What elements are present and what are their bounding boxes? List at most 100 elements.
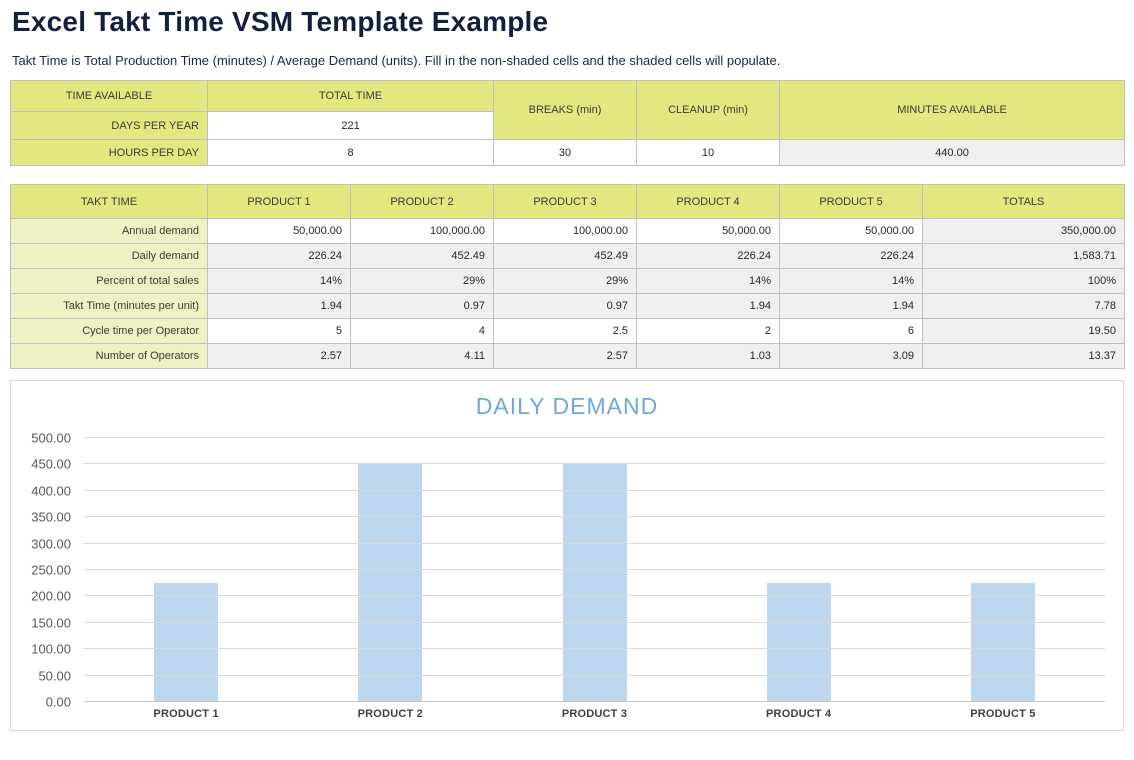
takt-time-product-4: 1.94 — [636, 293, 780, 319]
bar-slot — [288, 438, 492, 702]
header-takt-time: TAKT TIME — [10, 184, 208, 219]
header-product-4: PRODUCT 4 — [636, 184, 780, 219]
annual-demand-product-2[interactable]: 100,000.00 — [350, 218, 494, 244]
y-tick-label: 250.00 — [31, 562, 71, 578]
gridline — [84, 542, 1105, 544]
row-label-number-of-operators: Number of Operators — [10, 343, 208, 369]
header-totals: TOTALS — [922, 184, 1125, 219]
percent-sales-total: 100% — [922, 268, 1125, 294]
page-subtitle: Takt Time is Total Production Time (minu… — [12, 53, 781, 68]
annual-demand-product-3[interactable]: 100,000.00 — [493, 218, 637, 244]
percent-sales-product-4: 14% — [636, 268, 780, 294]
gridline — [84, 648, 1105, 650]
x-category-label: PRODUCT 2 — [357, 708, 423, 720]
label-days-per-year: DAYS PER YEAR — [10, 111, 208, 140]
operators-product-4: 1.03 — [636, 343, 780, 369]
daily-demand-product-1: 226.24 — [207, 243, 351, 269]
annual-demand-product-5[interactable]: 50,000.00 — [779, 218, 923, 244]
bar-product-2[interactable] — [358, 463, 423, 702]
takt-time-product-1: 1.94 — [207, 293, 351, 319]
cycle-time-product-3[interactable]: 2.5 — [493, 318, 637, 344]
y-tick-label: 300.00 — [31, 536, 71, 552]
table-row: Takt Time (minutes per unit) 1.94 0.97 0… — [10, 293, 1125, 319]
bar-slot — [492, 438, 696, 702]
annual-demand-total: 350,000.00 — [922, 218, 1125, 244]
y-tick-label: 100.00 — [31, 641, 71, 657]
bar-product-3[interactable] — [562, 463, 627, 702]
y-tick-label: 450.00 — [31, 456, 71, 472]
header-product-3: PRODUCT 3 — [493, 184, 637, 219]
bar-product-4[interactable] — [766, 582, 831, 702]
x-category-label: PRODUCT 1 — [153, 708, 219, 720]
gridline — [84, 595, 1105, 597]
page: Excel Takt Time VSM Template Example Tak… — [0, 6, 1134, 731]
daily-demand-total: 1,583.71 — [922, 243, 1125, 269]
table-row: Cycle time per Operator 5 4 2.5 2 6 19.5… — [10, 318, 1125, 344]
percent-sales-product-1: 14% — [207, 268, 351, 294]
table-row: Percent of total sales 14% 29% 29% 14% 1… — [10, 268, 1125, 294]
header-cleanup: CLEANUP (min) — [636, 80, 781, 140]
chart-bars — [84, 438, 1105, 702]
annual-demand-product-1[interactable]: 50,000.00 — [207, 218, 351, 244]
x-category-label: PRODUCT 3 — [561, 708, 628, 720]
page-title: Excel Takt Time VSM Template Example — [12, 6, 549, 37]
cycle-time-product-5[interactable]: 6 — [779, 318, 923, 344]
gridline — [84, 437, 1105, 438]
y-tick-label: 200.00 — [31, 588, 71, 604]
chart-x-axis: PRODUCT 1 PRODUCT 2 PRODUCT 3 PRODUCT 4 PROD… — [84, 708, 1105, 720]
gridline — [84, 621, 1105, 623]
daily-demand-product-3: 452.49 — [493, 243, 637, 269]
days-per-year-value[interactable]: 221 — [206, 111, 495, 140]
percent-sales-product-5: 14% — [779, 268, 923, 294]
daily-demand-product-5: 226.24 — [779, 243, 923, 269]
header-time-available: TIME AVAILABLE — [10, 80, 208, 112]
y-tick-label: 500.00 — [31, 430, 71, 446]
chart-y-axis: 0.00 50.00 100.00 150.00 200.00 250.00 300.00 3… — [11, 431, 71, 710]
minutes-available-value: 440.00 — [779, 139, 1126, 166]
y-tick-label: 50.00 — [38, 668, 71, 684]
takt-time-product-3: 0.97 — [493, 293, 637, 319]
header-product-2: PRODUCT 2 — [350, 184, 494, 219]
time-available-table: TIME AVAILABLE TOTAL TIME BREAKS (min) C… — [10, 80, 1126, 166]
bar-product-5[interactable] — [970, 582, 1035, 702]
row-label-percent-of-total-sales: Percent of total sales — [10, 268, 208, 294]
header-total-time: TOTAL TIME — [206, 80, 495, 112]
takt-time-table: TAKT TIME PRODUCT 1 PRODUCT 2 PRODUCT 3 … — [10, 184, 1125, 369]
cycle-time-product-1[interactable]: 5 — [207, 318, 351, 344]
cycle-time-total: 19.50 — [922, 318, 1125, 344]
header-breaks: BREAKS (min) — [493, 80, 638, 140]
header-product-1: PRODUCT 1 — [207, 184, 351, 219]
y-tick-label: 0.00 — [45, 694, 71, 710]
chart-plot — [84, 437, 1105, 702]
header-product-5: PRODUCT 5 — [779, 184, 923, 219]
takt-time-product-2: 0.97 — [350, 293, 494, 319]
daily-demand-product-4: 226.24 — [636, 243, 780, 269]
gridline — [84, 463, 1105, 465]
x-category-label: PRODUCT 5 — [970, 708, 1036, 720]
row-label-daily-demand: Daily demand — [10, 243, 208, 269]
percent-sales-product-2: 29% — [350, 268, 494, 294]
chart-title: DAILY DEMAND — [475, 393, 659, 419]
operators-product-3: 2.57 — [493, 343, 637, 369]
operators-product-2: 4.11 — [350, 343, 494, 369]
operators-product-5: 3.09 — [779, 343, 923, 369]
gridline — [84, 674, 1105, 676]
hours-per-day-value[interactable]: 8 — [206, 139, 495, 166]
bar-slot — [901, 438, 1105, 702]
takt-time-product-5: 1.94 — [779, 293, 923, 319]
gridline — [84, 489, 1105, 491]
cycle-time-product-2[interactable]: 4 — [350, 318, 494, 344]
header-minutes-available: MINUTES AVAILABLE — [779, 80, 1126, 140]
operators-total: 13.37 — [922, 343, 1125, 369]
x-category-label: PRODUCT 4 — [766, 708, 832, 720]
row-label-takt-time-per-unit: Takt Time (minutes per unit) — [10, 293, 208, 319]
gridline — [84, 701, 1105, 702]
cycle-time-product-4[interactable]: 2 — [636, 318, 780, 344]
daily-demand-chart[interactable]: DAILY DEMAND 0.00 50.00 100.00 150.00 200.00… — [10, 380, 1124, 731]
bar-slot — [84, 438, 288, 702]
row-label-cycle-time-per-operator: Cycle time per Operator — [10, 318, 208, 344]
breaks-value[interactable]: 30 — [493, 139, 638, 166]
bar-product-1[interactable] — [154, 582, 219, 702]
cleanup-value[interactable]: 10 — [636, 139, 781, 166]
annual-demand-product-4[interactable]: 50,000.00 — [636, 218, 780, 244]
